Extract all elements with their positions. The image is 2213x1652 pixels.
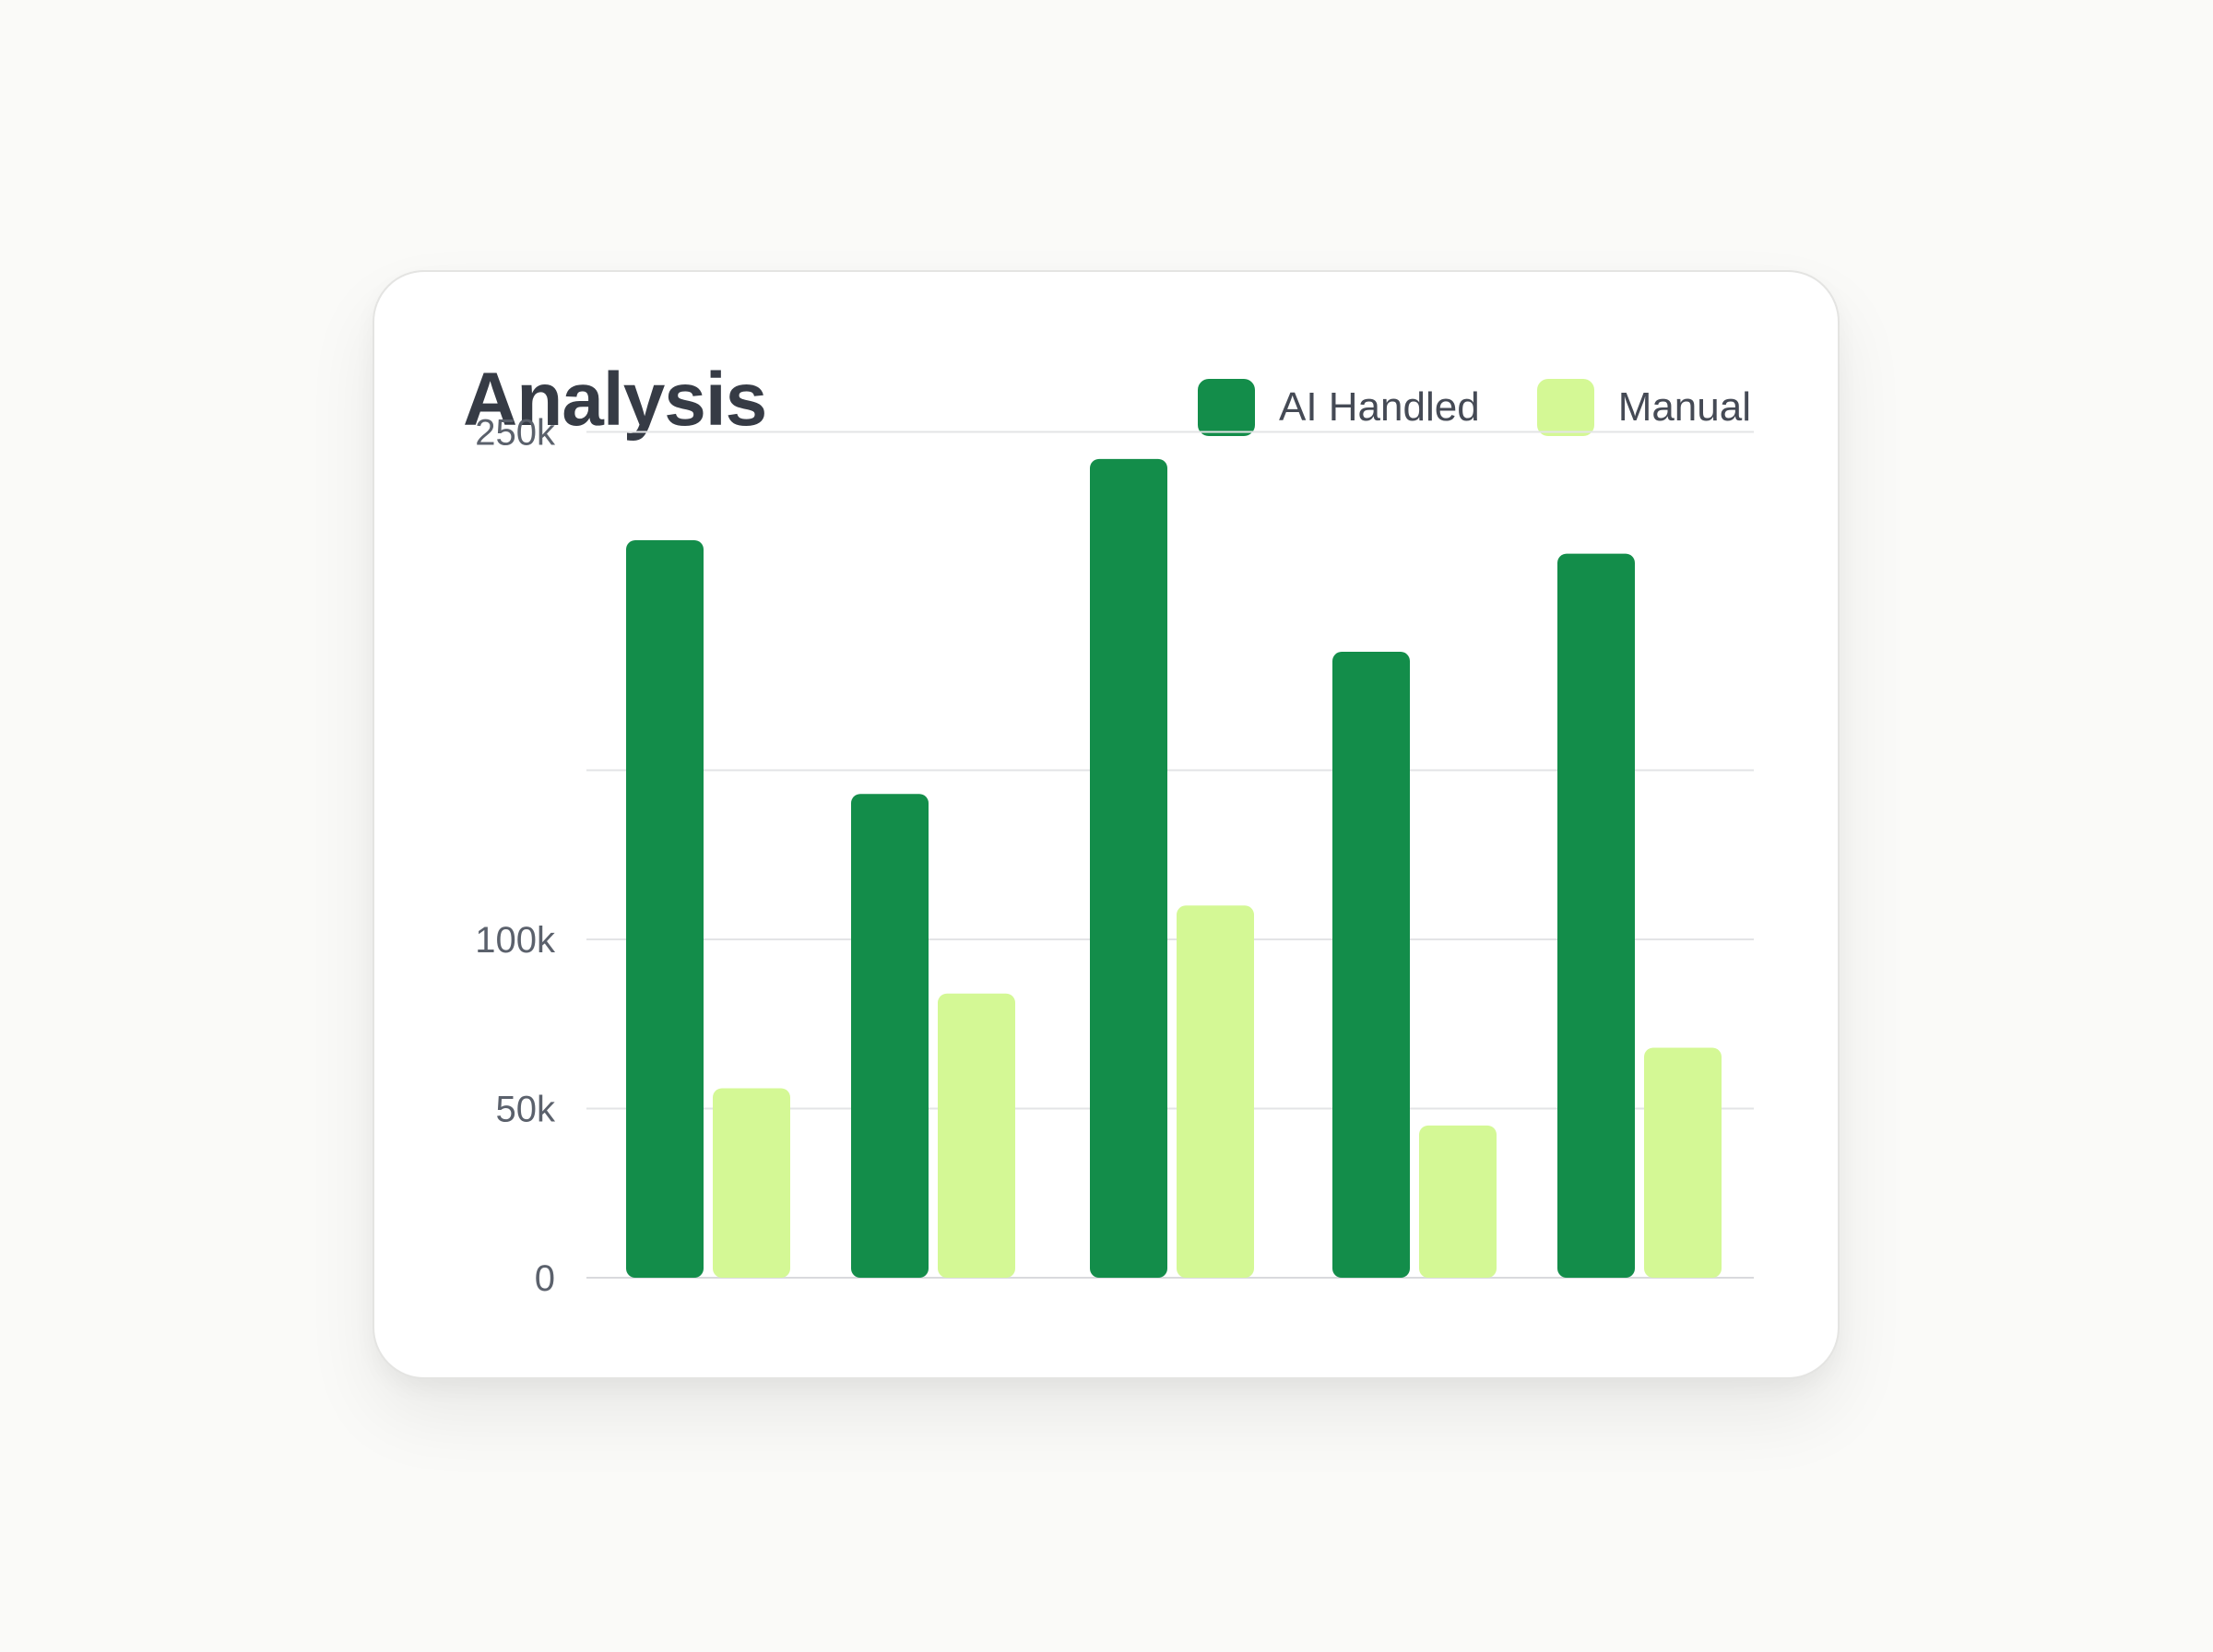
y-tick-label: 250k [475, 413, 556, 454]
bar-chart-plot: 0 50k 100k 250k [475, 413, 1754, 1299]
chart-title: Analysis [463, 358, 767, 442]
bar-ai-handled-3[interactable] [1090, 458, 1167, 1278]
y-tick-label: 50k [496, 1090, 556, 1130]
bar-layer [626, 458, 1722, 1278]
bar-ai-handled-2[interactable] [851, 794, 929, 1278]
bar-ai-handled-4[interactable] [1332, 652, 1410, 1278]
bar-manual-4[interactable] [1419, 1125, 1497, 1278]
bar-ai-handled-1[interactable] [626, 539, 704, 1278]
legend-label-manual: Manual [1617, 384, 1751, 430]
legend-item-manual: Manual [1536, 379, 1751, 436]
chart-card: Analysis AI Handled Manual 0 50k 100k 250k [373, 270, 1840, 1379]
legend-item-ai-handled: AI Handled [1197, 379, 1480, 436]
grid-layer: 0 50k 100k 250k [475, 413, 1754, 1299]
bar-ai-handled-5[interactable] [1557, 553, 1635, 1278]
bar-manual-3[interactable] [1177, 905, 1254, 1278]
y-tick-label: 100k [475, 920, 556, 961]
legend-label-ai-handled: AI Handled [1278, 384, 1480, 430]
y-tick-label: 0 [535, 1258, 555, 1299]
bar-manual-1[interactable] [713, 1088, 790, 1278]
legend-swatch-ai-handled [1197, 379, 1255, 436]
chart-legend: AI Handled Manual [1197, 379, 1751, 436]
legend-swatch-manual [1536, 379, 1594, 436]
bar-manual-5[interactable] [1644, 1047, 1722, 1278]
bar-manual-2[interactable] [938, 993, 1015, 1278]
